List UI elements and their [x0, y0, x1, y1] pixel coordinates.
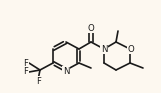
Text: O: O — [128, 44, 134, 53]
Text: O: O — [88, 24, 94, 32]
Text: N: N — [63, 66, 69, 76]
Text: F: F — [37, 77, 41, 85]
Text: N: N — [101, 44, 107, 53]
Text: F: F — [24, 58, 28, 68]
Text: F: F — [24, 68, 28, 77]
